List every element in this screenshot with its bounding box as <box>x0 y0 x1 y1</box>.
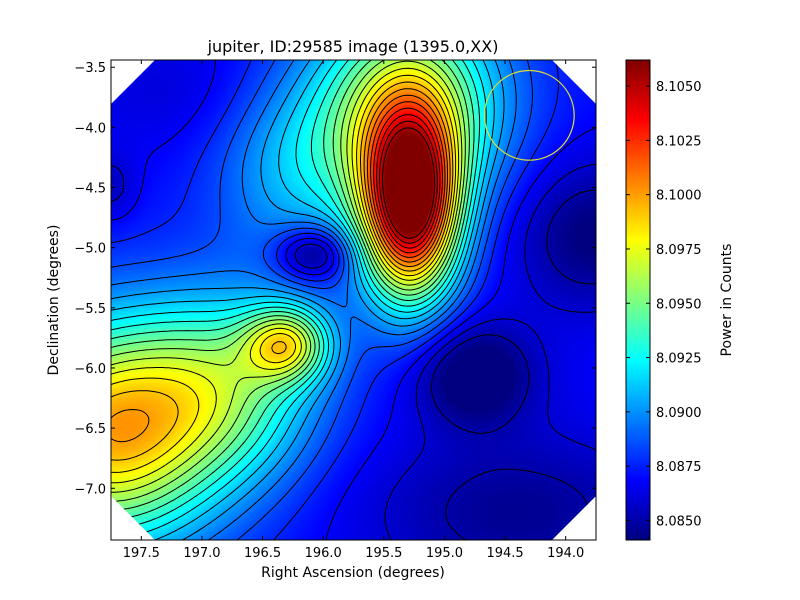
x-tick-label: 194.5 <box>486 546 523 561</box>
contour-line <box>111 60 517 540</box>
y-axis-label: Declination (degrees) <box>46 225 62 376</box>
colorbar-tick-label: 8.0850 <box>656 514 702 529</box>
colorbar <box>626 60 650 540</box>
y-tick-label: −3.5 <box>74 61 106 76</box>
contour-line <box>111 60 475 520</box>
contour-line <box>111 60 470 511</box>
x-tick-label: 197.5 <box>123 546 160 561</box>
circle-marker <box>483 69 575 161</box>
contour-lines <box>111 60 596 540</box>
contour-line <box>430 189 596 540</box>
colorbar-tick-label: 8.0875 <box>656 460 702 475</box>
y-tick-label: −4.5 <box>74 182 106 197</box>
contour-line <box>111 60 533 540</box>
y-tick-label: −4.0 <box>74 121 106 136</box>
contour-line <box>111 60 481 529</box>
colorbar-tick-label: 8.1000 <box>656 189 702 204</box>
contour-line <box>370 101 446 258</box>
contour-line <box>111 60 495 540</box>
colorbar-tick-label: 8.1025 <box>656 134 702 149</box>
contour-line <box>111 67 460 484</box>
y-tick-label: −6.0 <box>74 362 106 377</box>
y-tick-label: −6.5 <box>74 422 106 437</box>
contour-line <box>111 60 487 539</box>
contour-line <box>111 60 466 502</box>
x-tick-label: 194.0 <box>547 546 584 561</box>
contour-line <box>379 120 438 244</box>
x-axis-ticks: 197.5 197.0 196.5 196.0 195.5 195.0 194.5 194.0 <box>123 60 584 561</box>
colorbar-tick-label: 8.0975 <box>656 243 702 258</box>
x-tick-label: 196.0 <box>305 546 342 561</box>
contour-line <box>111 60 505 540</box>
colorbar-frame <box>625 59 651 541</box>
heatmap-image <box>111 60 596 540</box>
colorbar-ticks: 8.0850 8.0875 8.0900 8.0925 8.0950 8.0975 8.10… <box>626 80 702 529</box>
x-tick-label: 197.0 <box>183 546 220 561</box>
contour-line <box>111 163 596 540</box>
heatmap-area <box>111 60 596 540</box>
x-tick-label: 196.5 <box>244 546 281 561</box>
plot-frame <box>110 59 597 541</box>
contour-line <box>111 60 596 540</box>
y-tick-label: −5.0 <box>74 242 106 257</box>
y-axis-ticks: −3.5 −4.0 −4.5 −5.0 −5.5 −6.0 −6.5 −7.0 <box>74 61 596 497</box>
x-tick-label: 195.5 <box>365 546 402 561</box>
contour-line <box>376 114 441 249</box>
colorbar-tick-label: 8.0950 <box>656 297 702 312</box>
contour-line <box>111 60 463 493</box>
contour-line <box>382 127 436 239</box>
colorbar-label: Power in Counts <box>719 244 735 357</box>
colorbar-tick-label: 8.1050 <box>656 80 702 95</box>
x-axis-label: Right Ascension (degrees) <box>261 565 445 581</box>
x-tick-label: 195.0 <box>426 546 463 561</box>
colorbar-tick-label: 8.0925 <box>656 352 702 367</box>
contour-line <box>111 81 454 461</box>
contour-line <box>111 88 451 443</box>
contour-line <box>373 107 443 254</box>
chart-title: jupiter, ID:29585 image (1395.0,XX) <box>207 37 499 56</box>
y-tick-label: −7.0 <box>74 482 106 497</box>
colorbar-tick-label: 8.0900 <box>656 406 702 421</box>
contour-line <box>366 94 448 263</box>
y-tick-label: −5.5 <box>74 302 106 317</box>
contour-line <box>111 74 457 473</box>
